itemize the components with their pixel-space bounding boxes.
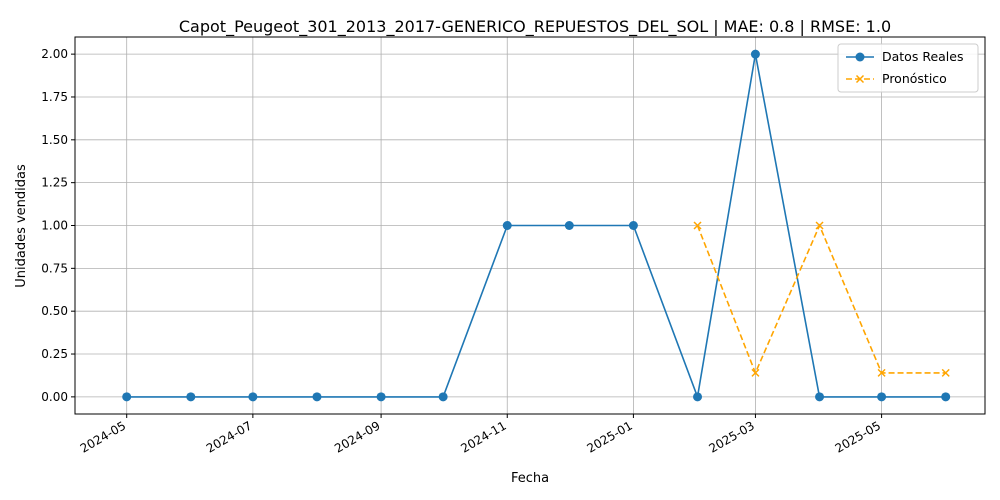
data-point bbox=[376, 392, 386, 402]
x-axis: 2024-05 2024-07 2024-09 2024-11 2025-01 2025-… bbox=[78, 414, 883, 456]
y-tick-label: 0.25 bbox=[41, 347, 68, 361]
x-tick-label: 2025-03 bbox=[707, 418, 757, 455]
y-tick-label: 0.00 bbox=[41, 390, 68, 404]
x-axis-label: Fecha bbox=[511, 471, 549, 486]
data-point bbox=[693, 221, 702, 230]
data-point bbox=[815, 221, 824, 230]
data-point bbox=[941, 392, 951, 402]
y-tick-label: 1.00 bbox=[41, 219, 68, 233]
x-tick-label: 2025-01 bbox=[584, 418, 634, 455]
x-tick-label: 2024-09 bbox=[332, 418, 382, 455]
legend-marker-pronostico bbox=[855, 74, 865, 84]
chart-title: Capot_Peugeot_301_2013_2017-GENERICO_REP… bbox=[179, 17, 891, 37]
data-point bbox=[564, 221, 574, 230]
y-tick-label: 0.50 bbox=[41, 304, 68, 318]
data-point bbox=[502, 221, 512, 230]
data-point bbox=[941, 368, 950, 377]
data-point bbox=[877, 392, 887, 402]
data-point bbox=[815, 392, 825, 402]
legend-label-pronostico: Pronóstico bbox=[882, 71, 947, 86]
data-point bbox=[750, 49, 760, 59]
x-tick-label: 2025-05 bbox=[833, 418, 883, 455]
data-point bbox=[248, 392, 258, 402]
legend: Datos Reales Pronóstico bbox=[837, 43, 979, 93]
data-point bbox=[693, 392, 703, 402]
x-tick-label: 2024-07 bbox=[204, 418, 254, 455]
y-tick-label: 2.00 bbox=[41, 47, 68, 61]
data-point bbox=[628, 221, 638, 230]
x-tick-label: 2024-05 bbox=[78, 418, 128, 455]
series-layer bbox=[122, 49, 951, 402]
data-point bbox=[751, 368, 760, 377]
data-point bbox=[186, 392, 196, 402]
legend-label-datos-reales: Datos Reales bbox=[882, 49, 963, 64]
data-point bbox=[877, 368, 886, 377]
y-tick-label: 1.50 bbox=[41, 133, 68, 147]
data-point bbox=[122, 392, 132, 402]
y-tick-label: 1.25 bbox=[41, 176, 68, 190]
y-tick-label: 0.75 bbox=[41, 261, 68, 275]
series-line-1 bbox=[696, 223, 946, 375]
y-axis-label: Unidades vendidas bbox=[14, 164, 29, 288]
data-point bbox=[438, 392, 448, 402]
legend-marker-datos-reales bbox=[855, 52, 865, 62]
legend-box bbox=[837, 43, 979, 93]
y-tick-label: 1.75 bbox=[41, 90, 68, 104]
series-line-0 bbox=[126, 53, 946, 400]
y-axis: 0.00 0.25 0.50 0.75 1.00 1.25 1.50 1.75 2.00 bbox=[41, 47, 75, 404]
data-point bbox=[312, 392, 322, 402]
x-tick-label: 2024-11 bbox=[458, 418, 508, 455]
